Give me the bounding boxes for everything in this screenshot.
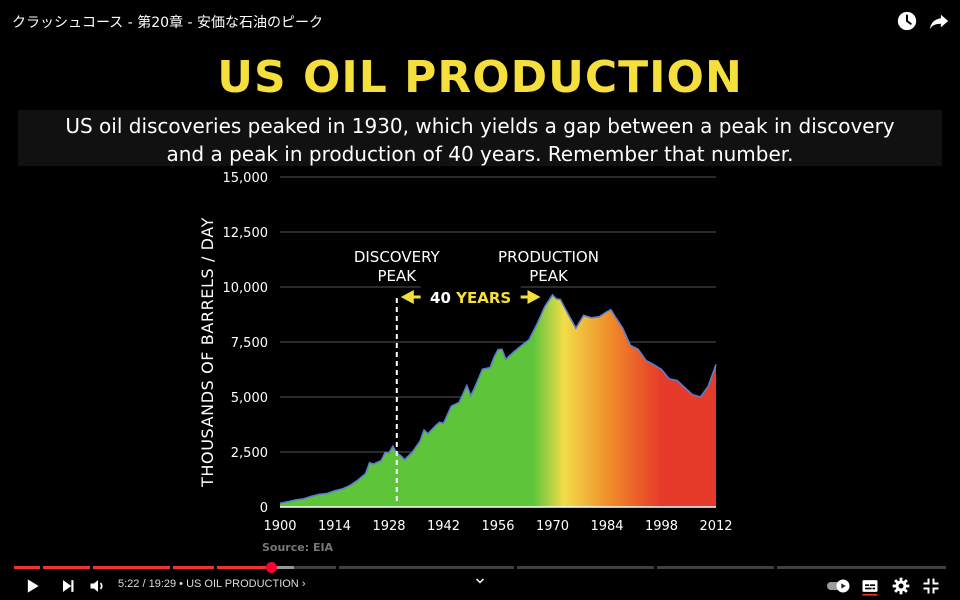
autoplay-toggle-icon[interactable] [826, 576, 852, 596]
top-bar: クラッシュコース - 第20章 - 安価な石油のピーク [0, 0, 960, 40]
source-note: Source: EIA [262, 541, 334, 554]
chart-heading: US OIL PRODUCTION [217, 52, 743, 103]
y-tick-label: 0 [260, 501, 268, 516]
caption-box: US oil discoveries peaked in 1930, which… [18, 110, 942, 166]
gap-label-bg [420, 286, 521, 308]
gap-label: 40 YEARS [430, 289, 511, 307]
chapter-separator: • [176, 578, 187, 590]
production-peak-label-line1: PRODUCTION [498, 248, 599, 266]
time-current: 5:22 [118, 578, 140, 590]
time-separator: / [139, 578, 149, 590]
production-area [280, 294, 716, 507]
progress-bar[interactable] [14, 562, 946, 573]
production-line [279, 293, 717, 505]
gap-arrow-head-right [527, 290, 541, 304]
production-peak-label-line2: PEAK [529, 267, 569, 285]
chapter-title[interactable]: US OIL PRODUCTION [186, 578, 299, 590]
chevron-down-icon[interactable] [474, 574, 486, 586]
y-tick-label: 15,000 [223, 171, 269, 186]
chapter-marker [654, 566, 657, 569]
player-controls: 5:22 / 19:29 • US OIL PRODUCTION › [0, 572, 960, 600]
caption-line-1: US oil discoveries peaked in 1930, which… [65, 114, 895, 138]
x-tick-label: 1900 [263, 519, 296, 534]
y-tick-label: 2,500 [231, 446, 268, 461]
progress-played [14, 566, 271, 569]
time-display: 5:22 / 19:29 • US OIL PRODUCTION › [118, 578, 306, 590]
x-tick-label: 1914 [318, 519, 351, 534]
caption-line-2: and a peak in production of 40 years. Re… [166, 142, 794, 166]
gap-arrow-head-left [400, 290, 414, 304]
y-tick-label: 12,500 [223, 226, 269, 241]
clock-icon[interactable] [896, 10, 918, 32]
exit-fullscreen-icon[interactable] [921, 576, 941, 596]
x-tick-label: 1928 [372, 519, 405, 534]
chapter-marker [336, 566, 339, 569]
chapter-marker [214, 566, 217, 569]
subtitles-icon[interactable] [860, 576, 880, 596]
chapter-marker [514, 566, 517, 569]
gear-icon[interactable] [891, 576, 911, 596]
y-axis-label: THOUSANDS OF BARRELS / DAY [198, 217, 217, 488]
chapter-marker [90, 566, 93, 569]
scrubber-handle[interactable] [265, 562, 277, 573]
discovery-peak-label-line1: DISCOVERY [354, 248, 441, 266]
share-icon[interactable] [928, 10, 950, 32]
x-tick-label: 1970 [536, 519, 569, 534]
gap-number: 40 [430, 289, 456, 307]
x-tick-label: 1998 [645, 519, 678, 534]
x-tick-label: 1956 [481, 519, 514, 534]
y-tick-label: 10,000 [223, 281, 269, 296]
x-tick-label: 2012 [699, 519, 732, 534]
x-tick-label: 1984 [590, 519, 623, 534]
play-icon[interactable] [22, 576, 42, 596]
y-tick-label: 5,000 [231, 391, 268, 406]
chapter-chevron[interactable]: › [298, 578, 306, 590]
chapter-marker [40, 566, 43, 569]
chapter-marker [170, 566, 173, 569]
y-tick-label: 7,500 [231, 336, 268, 351]
discovery-peak-label-line2: PEAK [377, 267, 417, 285]
video-title[interactable]: クラッシュコース - 第20章 - 安価な石油のピーク [12, 15, 324, 31]
time-total: 19:29 [148, 578, 177, 590]
x-tick-label: 1942 [427, 519, 460, 534]
volume-icon[interactable] [88, 576, 108, 596]
chapter-marker [774, 566, 777, 569]
gap-word: YEARS [455, 289, 511, 307]
next-icon[interactable] [58, 576, 78, 596]
